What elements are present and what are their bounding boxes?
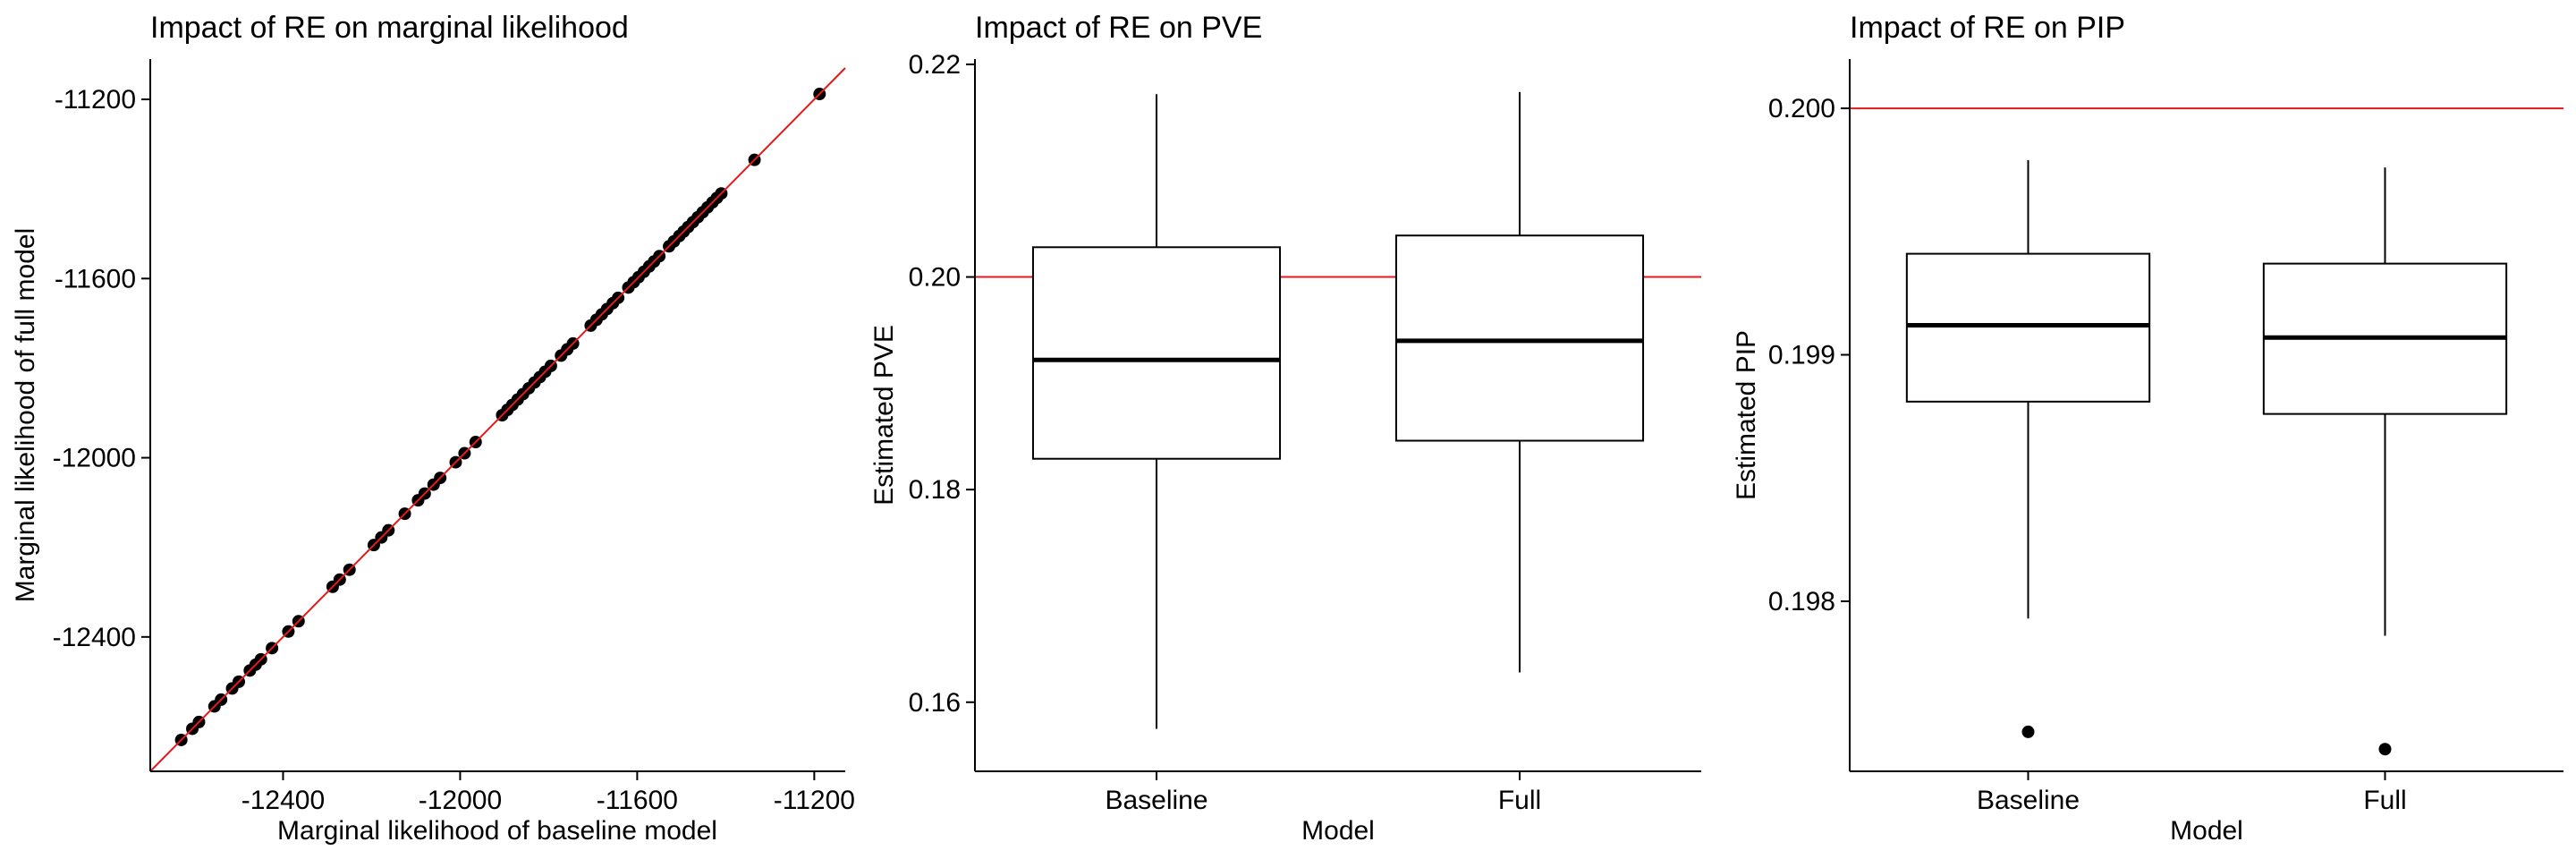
y-tick-label: -12000 [53,444,136,473]
y-tick-label: -11200 [55,85,136,115]
y-axis-label: Estimated PVE [869,325,899,506]
y-tick-label: 0.200 [1768,94,1835,123]
y-tick-label: 0.16 [909,688,961,718]
panel-pip: Impact of RE on PIP 0.198 0.199 0.200 Base… [1732,11,2563,846]
y-tick-label: 0.22 [909,50,961,80]
x-tick-label: -11600 [597,786,678,815]
y-axis-label: Estimated PIP [1732,330,1761,500]
outlier-point [2021,725,2035,738]
panel-marginal-likelihood: Impact of RE on marginal likelihood -124… [11,11,855,846]
y-axis-label: Marginal likelihood of full model [11,228,40,603]
y-tick-label: 0.198 [1768,587,1835,617]
x-tick-label: Full [1498,786,1541,815]
x-tick-label: -12000 [419,786,502,815]
panel-pve: Impact of RE on PVE 0.16 0.18 0.20 0.22 Bas… [869,11,1701,846]
x-axis-label: Marginal likelihood of baseline model [277,816,717,846]
y-tick-label: 0.18 [909,475,961,505]
x-tick-label: -12400 [242,786,325,815]
y-tick-label: 0.20 [909,263,961,293]
x-tick-label: -11200 [774,786,855,815]
x-ticks: Baseline Full [1105,771,1541,815]
box-iqr [1394,234,1645,442]
x-ticks: -12400 -12000 -11600 -11200 [242,771,855,815]
y-ticks: 0.198 0.199 0.200 [1768,94,1850,617]
x-tick-label: Baseline [1977,786,2080,815]
x-tick-label: Baseline [1105,786,1208,815]
x-axis-label: Model [2170,816,2243,846]
x-tick-label: Full [2363,786,2406,815]
y-tick-label: 0.199 [1768,341,1835,370]
chart-title: Impact of RE on PIP [1850,11,2125,45]
y-ticks: -12400 -12000 -11600 -11200 [53,85,150,652]
chart-title: Impact of RE on marginal likelihood [150,11,629,45]
reference-line [149,67,846,772]
box-iqr [1031,246,1282,460]
y-tick-label: -12400 [53,623,136,652]
box-iqr [1905,252,2151,403]
boxes [1905,159,2508,756]
x-ticks: Baseline Full [1977,771,2407,815]
x-axis-label: Model [1301,816,1375,846]
outlier-point [2378,743,2392,756]
chart-title: Impact of RE on PVE [975,11,1262,45]
y-tick-label: -11600 [55,264,136,293]
y-ticks: 0.16 0.18 0.20 0.22 [909,50,975,718]
boxes [1031,91,1645,729]
